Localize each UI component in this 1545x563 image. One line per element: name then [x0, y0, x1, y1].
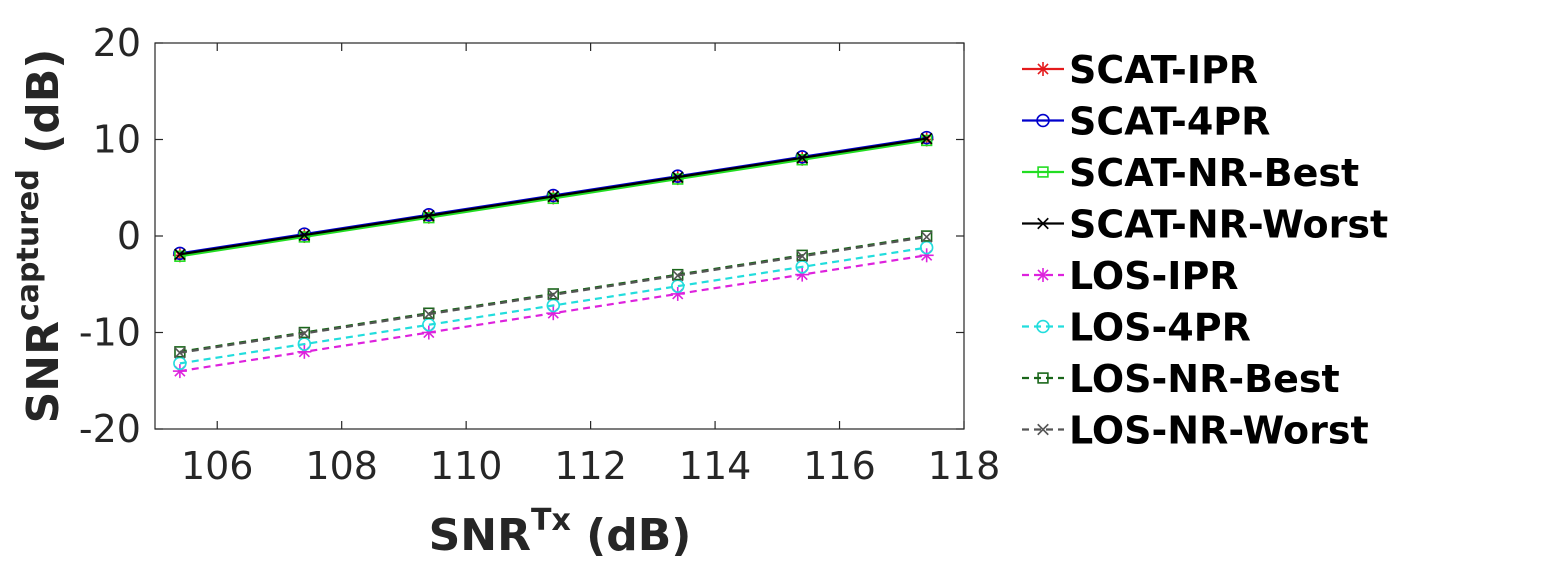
- legend-marker: [1037, 423, 1049, 436]
- legend-entry: LOS-NR-Best: [1022, 357, 1340, 401]
- data-point: [547, 288, 559, 300]
- data-point: [174, 248, 186, 261]
- legend-entry: SCAT-NR-Best: [1022, 151, 1359, 195]
- x-tick-label: 110: [430, 444, 503, 488]
- legend-marker: [1037, 372, 1049, 384]
- plot-frame: [154, 42, 965, 430]
- data-point: [298, 229, 311, 241]
- legend-entry: LOS-IPR: [1022, 254, 1239, 298]
- data-point: [672, 173, 684, 185]
- data-point: [422, 209, 435, 222]
- data-point: [547, 289, 560, 301]
- legend-marker: [1037, 217, 1049, 230]
- x-tick-label: 112: [554, 444, 627, 488]
- data-point: [796, 249, 808, 261]
- data-point: [920, 231, 933, 243]
- x-axis-label-unit: (dB): [571, 510, 692, 561]
- legend-label: SCAT-IPR: [1069, 48, 1258, 92]
- data-point: [547, 192, 559, 205]
- y-tick-label: -20: [79, 407, 141, 451]
- data-point: [796, 154, 808, 166]
- legend-entry: LOS-NR-Worst: [1022, 409, 1369, 453]
- series-layer: [172, 130, 934, 379]
- series-scat-nr-best: [174, 134, 933, 262]
- legend-marker: [1036, 113, 1050, 128]
- data-point: [920, 230, 933, 242]
- series-line: [179, 246, 927, 365]
- legend-marker: [1036, 319, 1050, 334]
- plot-area: [154, 42, 965, 430]
- x-tick-label: 106: [181, 444, 254, 488]
- x-tick-label: 108: [305, 444, 378, 488]
- legend-label: LOS-IPR: [1069, 254, 1239, 298]
- data-point: [174, 346, 186, 359]
- y-tick-label: 0: [117, 214, 141, 258]
- x-axis-label: SNRTx (dB): [429, 503, 692, 561]
- x-axis-label-main: SNR: [429, 510, 531, 561]
- x-tick-label: 118: [928, 444, 1001, 488]
- legend-entry: LOS-4PR: [1022, 306, 1251, 350]
- data-point: [298, 327, 311, 340]
- data-point: [298, 231, 311, 243]
- legend-marker: [1036, 268, 1050, 282]
- series-los-4pr: [173, 240, 934, 371]
- legend-marker: [1036, 62, 1050, 76]
- y-axis-label-main: SNR: [18, 321, 69, 423]
- data-point: [422, 308, 435, 320]
- data-point: [423, 211, 435, 224]
- x-tick-label: 116: [803, 444, 876, 488]
- data-point: [547, 190, 560, 203]
- data-point: [671, 269, 684, 282]
- y-tick-label: 10: [93, 118, 141, 162]
- x-axis-label-superscript: Tx: [531, 503, 571, 538]
- legend-label: SCAT-NR-Best: [1069, 151, 1359, 195]
- y-axis-label-superscript: captured: [11, 169, 46, 321]
- data-point: [174, 250, 186, 262]
- series-line: [179, 139, 927, 258]
- y-tick-label: 20: [93, 21, 141, 65]
- y-axis-ticks: -20 -10 0 10 20: [79, 21, 964, 451]
- legend-label: LOS-NR-Worst: [1069, 409, 1369, 453]
- legend: SCAT-IPR SCAT-4PR SCAT-NR-Best SCAT-NR-Wors…: [1022, 48, 1388, 453]
- x-tick-label: 114: [679, 444, 752, 488]
- data-point: [920, 134, 933, 147]
- legend-label: LOS-NR-Best: [1069, 357, 1340, 401]
- legend-marker: [1037, 166, 1049, 178]
- data-point: [920, 132, 933, 145]
- legend-label: LOS-4PR: [1069, 306, 1251, 350]
- data-point: [796, 152, 809, 164]
- legend-entry: SCAT-4PR: [1022, 100, 1270, 144]
- legend-entry: SCAT-IPR: [1022, 48, 1258, 92]
- data-point: [919, 130, 934, 145]
- legend-entry: SCAT-NR-Worst: [1022, 203, 1388, 247]
- y-axis-label: SNRcaptured (dB): [11, 49, 69, 424]
- legend-label: SCAT-4PR: [1069, 100, 1270, 144]
- data-point: [796, 250, 809, 263]
- data-point: [298, 326, 311, 339]
- legend-label: SCAT-NR-Worst: [1069, 203, 1388, 247]
- series-los-nr-worst: [174, 231, 933, 359]
- y-tick-label: -10: [79, 311, 141, 355]
- y-axis-label-unit: (dB): [18, 49, 69, 170]
- data-point: [671, 171, 684, 183]
- x-axis-ticks: 106 108 110 112 114 116 118: [181, 43, 1000, 488]
- series-scat-nr-worst: [174, 132, 933, 261]
